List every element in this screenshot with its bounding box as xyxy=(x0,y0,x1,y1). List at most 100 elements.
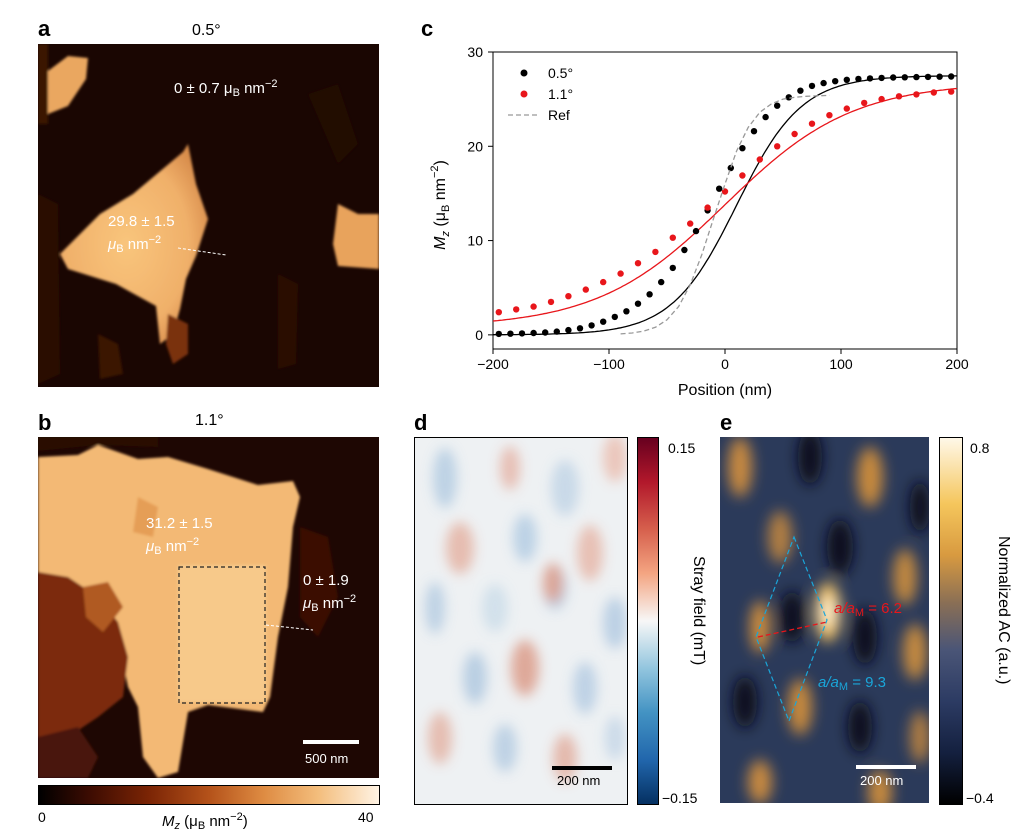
data-point xyxy=(739,145,746,152)
axis-ticks: −200 −100 0 100 200 0 10 20 30 xyxy=(467,44,968,372)
y-tick-label: 30 xyxy=(467,44,483,60)
scalebar-e xyxy=(856,765,916,769)
label-a-outer: 0 ± 0.7 μB nm−2 xyxy=(174,78,278,99)
moire-cell-outline xyxy=(755,535,828,723)
x-tick-label: 200 xyxy=(945,356,969,372)
legend: 0.5° 1.1° Ref xyxy=(508,65,573,123)
label-b-outer: 0 ± 1.9 μB nm−2 xyxy=(303,572,357,614)
magnetization-map-b xyxy=(38,437,379,778)
linecut-a xyxy=(177,247,227,256)
data-point xyxy=(878,95,885,103)
colorbar-ac-label: Normalized AC (a.u.) xyxy=(995,536,1012,685)
data-point xyxy=(774,102,781,109)
data-point xyxy=(681,246,688,254)
colorbar-stray-min: −0.15 xyxy=(662,790,698,806)
colorbar-stray-max: 0.15 xyxy=(668,440,696,456)
inset-box-b xyxy=(178,566,266,704)
data-point xyxy=(878,74,885,82)
panel-letter-d: d xyxy=(414,410,428,435)
autocorrelation-map xyxy=(720,437,929,803)
colorbar-stray-label: Stray field (mT) xyxy=(690,556,707,666)
data-point xyxy=(530,303,537,310)
data-point xyxy=(791,130,798,138)
scalebar-b xyxy=(303,740,359,744)
stray-field-image xyxy=(415,438,627,804)
scalebar-b-label: 500 nm xyxy=(305,751,349,766)
y-tick-label: 10 xyxy=(467,233,483,249)
plot-content xyxy=(492,73,958,338)
data-point xyxy=(727,164,734,172)
data-point xyxy=(855,75,862,83)
x-axis-label: Position (nm) xyxy=(678,382,772,399)
series-ref-line xyxy=(620,94,830,335)
data-point xyxy=(658,278,665,286)
fit-line xyxy=(492,87,958,322)
data-point xyxy=(600,318,607,325)
data-point xyxy=(895,93,903,100)
panel-letter-e: e xyxy=(720,410,733,435)
map-a-image xyxy=(38,44,379,387)
data-point xyxy=(843,76,850,83)
colorbar-mz-label: Mz (μB nm−2) xyxy=(162,811,248,832)
panel-b-title: 1.1° xyxy=(195,412,224,429)
y-tick-label: 20 xyxy=(467,138,483,154)
data-point xyxy=(495,330,502,338)
scalebar-e-label: 200 nm xyxy=(860,773,904,788)
colorbar-mz-max: 40 xyxy=(358,809,374,825)
data-point xyxy=(669,234,676,241)
data-point xyxy=(553,328,560,335)
data-point xyxy=(936,73,943,80)
data-point xyxy=(762,113,769,121)
data-point xyxy=(797,87,804,94)
data-point xyxy=(924,73,932,81)
data-point xyxy=(518,330,526,337)
legend-label-0: 0.5° xyxy=(548,65,573,81)
data-point xyxy=(826,112,833,119)
data-point xyxy=(808,120,816,127)
data-point xyxy=(913,73,920,81)
data-point xyxy=(669,264,676,272)
data-point xyxy=(582,286,589,293)
data-point xyxy=(547,298,555,306)
data-point xyxy=(565,293,572,300)
data-point xyxy=(913,91,920,98)
annotation-red: a/aM = 6.2 xyxy=(834,600,902,619)
data-point xyxy=(774,143,781,150)
data-point xyxy=(634,260,642,267)
panel-letter-a: a xyxy=(38,16,51,41)
data-point xyxy=(600,278,607,286)
colorbar-ac-min: −0.4 xyxy=(966,790,994,806)
data-point xyxy=(507,330,514,337)
data-point xyxy=(750,128,758,135)
annotation-blue: a/aM = 9.3 xyxy=(818,674,886,693)
data-point xyxy=(948,88,955,95)
data-point xyxy=(576,325,584,332)
legend-marker-1 xyxy=(520,90,528,98)
data-point xyxy=(687,220,694,227)
scalebar-d-label: 200 nm xyxy=(557,773,601,788)
map-b-image xyxy=(38,437,379,778)
data-point xyxy=(617,270,624,277)
autocorrelation-image xyxy=(720,437,929,803)
data-point xyxy=(692,227,700,235)
data-point xyxy=(652,248,659,256)
data-point xyxy=(530,329,537,337)
colorbar-ac-max: 0.8 xyxy=(970,440,990,456)
panel-letter-b: b xyxy=(38,410,52,435)
panel-letter-c: c xyxy=(421,16,434,41)
y-axis-label: Mz (μB nm−2) xyxy=(429,160,452,250)
label-a-inner: 29.8 ± 1.5 μB nm−2 xyxy=(108,213,175,255)
y-tick-label: 0 xyxy=(475,327,483,343)
svg-text:Mz (μB nm−2): Mz (μB nm−2) xyxy=(429,160,452,250)
x-tick-label: 100 xyxy=(829,356,853,372)
colorbar-mz-min: 0 xyxy=(38,809,46,825)
legend-label-2: Ref xyxy=(548,107,570,123)
data-point xyxy=(739,172,746,179)
data-point xyxy=(646,291,653,298)
data-point xyxy=(704,204,711,211)
colorbar-stray-field xyxy=(637,437,659,805)
stray-field-map xyxy=(414,437,628,805)
colorbar-ac xyxy=(939,437,963,805)
profile-chart: −200 −100 0 100 200 0 10 20 30 Position (nm) Mz … xyxy=(429,44,969,399)
label-b-inner: 31.2 ± 1.5 μB nm−2 xyxy=(146,515,213,557)
